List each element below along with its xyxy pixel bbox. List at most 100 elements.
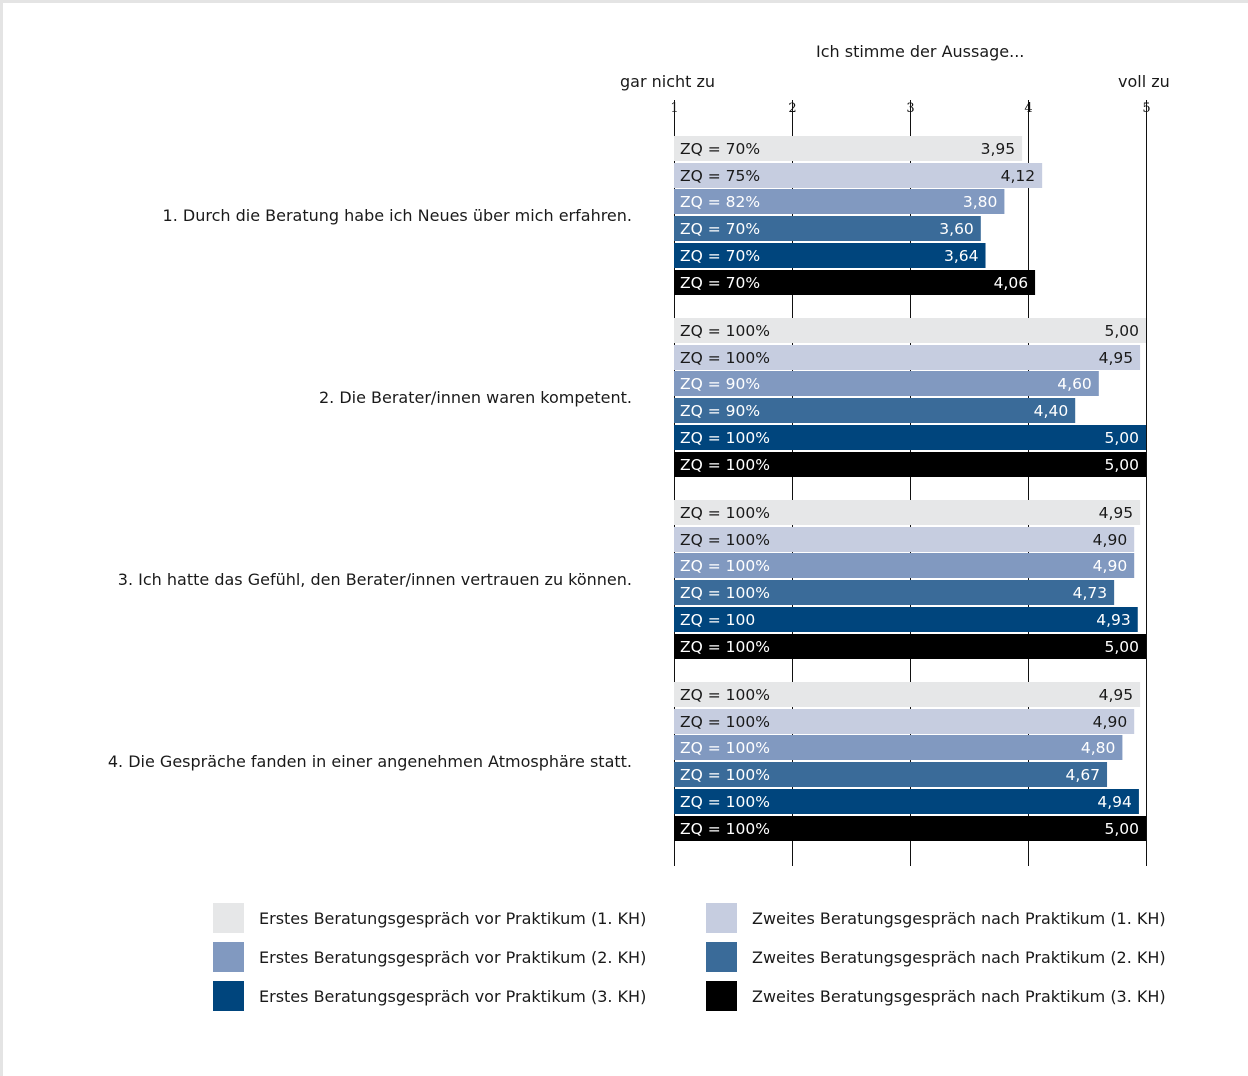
bar-q2-s5 (674, 425, 1146, 450)
bar-q3-s2 (674, 527, 1135, 552)
legend-item-2: Zweites Beratungsgespräch nach Praktikum… (706, 903, 1166, 933)
scale-title: Ich stimme der Aussage... (816, 42, 1025, 61)
x-tick-label-1: 1 (670, 101, 678, 116)
bar-q4-s5 (674, 789, 1139, 814)
zq-label-q2-s4: ZQ = 90% (680, 402, 760, 420)
zq-label-q2-s5: ZQ = 100% (680, 429, 770, 447)
legend-label: Zweites Beratungsgespräch nach Praktikum… (752, 908, 1166, 928)
value-label-q1-s2: 4,12 (1001, 167, 1036, 185)
zq-label-q4-s4: ZQ = 100% (680, 766, 770, 784)
x-tick-label-5: 5 (1142, 101, 1150, 116)
legend-item-4: Zweites Beratungsgespräch nach Praktikum… (706, 942, 1166, 972)
bar-q2-s2 (674, 345, 1141, 370)
bar-q1-s5 (674, 243, 986, 268)
value-label-q4-s3: 4,80 (1081, 739, 1116, 757)
bar-q4-s6 (674, 816, 1146, 841)
legend-swatch (706, 903, 737, 933)
bar-q3-s1 (674, 500, 1141, 525)
legend-swatch (213, 942, 244, 972)
legend-swatch (213, 981, 244, 1011)
bar-q1-s2 (674, 163, 1043, 188)
value-label-q3-s5: 4,93 (1096, 611, 1131, 629)
value-label-q1-s3: 3,80 (963, 193, 998, 211)
zq-label-q4-s2: ZQ = 100% (680, 713, 770, 731)
zq-label-q3-s1: ZQ = 100% (680, 504, 770, 522)
value-label-q2-s3: 4,60 (1057, 375, 1092, 393)
zq-label-q3-s3: ZQ = 100% (680, 557, 770, 575)
zq-label-q2-s6: ZQ = 100% (680, 456, 770, 474)
bar-q2-s1 (674, 318, 1146, 343)
zq-label-q1-s3: ZQ = 82% (680, 193, 760, 211)
bar-q1-s1 (674, 136, 1023, 161)
zq-label-q3-s6: ZQ = 100% (680, 638, 770, 656)
legend-label: Erstes Beratungsgespräch vor Praktikum (… (259, 908, 647, 928)
x-tick-label-4: 4 (1024, 101, 1032, 116)
zq-label-q4-s3: ZQ = 100% (680, 739, 770, 757)
category-label-1: 1. Durch die Beratung habe ich Neues übe… (163, 206, 632, 225)
zq-label-q4-s1: ZQ = 100% (680, 686, 770, 704)
value-label-q4-s4: 4,67 (1066, 766, 1101, 784)
zq-label-q4-s6: ZQ = 100% (680, 820, 770, 838)
bar-q2-s3 (674, 371, 1099, 396)
value-label-q2-s6: 5,00 (1104, 456, 1139, 474)
value-label-q2-s2: 4,95 (1099, 349, 1134, 367)
legend-swatch (213, 903, 244, 933)
zq-label-q1-s5: ZQ = 70% (680, 247, 760, 265)
zq-label-q3-s5: ZQ = 100 (680, 611, 755, 629)
bar-q4-s4 (674, 762, 1108, 787)
value-label-q1-s5: 3,64 (944, 247, 979, 265)
value-label-q4-s1: 4,95 (1099, 686, 1134, 704)
legend-label: Zweites Beratungsgespräch nach Praktikum… (752, 986, 1166, 1006)
zq-label-q4-s5: ZQ = 100% (680, 793, 770, 811)
legend-label: Zweites Beratungsgespräch nach Praktikum… (752, 947, 1166, 967)
value-label-q1-s4: 3,60 (939, 220, 974, 238)
legend-label: Erstes Beratungsgespräch vor Praktikum (… (259, 986, 647, 1006)
legend-swatch (706, 942, 737, 972)
value-label-q4-s2: 4,90 (1093, 713, 1128, 731)
value-label-q1-s1: 3,95 (981, 140, 1016, 158)
value-label-q3-s1: 4,95 (1099, 504, 1134, 522)
zq-label-q3-s2: ZQ = 100% (680, 531, 770, 549)
zq-label-q1-s2: ZQ = 75% (680, 167, 760, 185)
chart-legend: Erstes Beratungsgespräch vor Praktikum (… (213, 903, 1203, 1013)
scale-low-label: gar nicht zu (620, 72, 716, 91)
bar-q4-s2 (674, 709, 1135, 734)
legend-item-3: Erstes Beratungsgespräch vor Praktikum (… (213, 942, 646, 972)
value-label-q2-s1: 5,00 (1104, 322, 1139, 340)
bar-q1-s6 (674, 270, 1036, 295)
value-label-q3-s4: 4,73 (1073, 584, 1108, 602)
bar-q4-s1 (674, 682, 1141, 707)
bar-q3-s3 (674, 553, 1135, 578)
bar-q1-s3 (674, 189, 1005, 214)
value-label-q3-s2: 4,90 (1093, 531, 1128, 549)
value-label-q4-s6: 5,00 (1104, 820, 1139, 838)
zq-label-q2-s2: ZQ = 100% (680, 349, 770, 367)
value-label-q2-s4: 4,40 (1034, 402, 1069, 420)
bar-q3-s4 (674, 580, 1115, 605)
x-tick-label-3: 3 (906, 101, 914, 116)
zq-label-q3-s4: ZQ = 100% (680, 584, 770, 602)
category-label-2: 2. Die Berater/innen waren kompetent. (319, 388, 632, 407)
bar-q1-s4 (674, 216, 981, 241)
bar-q4-s3 (674, 735, 1123, 760)
value-label-q1-s6: 4,06 (994, 274, 1029, 292)
legend-label: Erstes Beratungsgespräch vor Praktikum (… (259, 947, 647, 967)
bar-q2-s6 (674, 452, 1146, 477)
category-label-4: 4. Die Gespräche fanden in einer angeneh… (108, 752, 632, 771)
zq-label-q1-s4: ZQ = 70% (680, 220, 760, 238)
value-label-q3-s3: 4,90 (1093, 557, 1128, 575)
x-tick-label-2: 2 (788, 101, 796, 116)
scale-high-label: voll zu (1118, 72, 1170, 91)
zq-label-q2-s1: ZQ = 100% (680, 322, 770, 340)
zq-label-q1-s6: ZQ = 70% (680, 274, 760, 292)
value-label-q2-s5: 5,00 (1104, 429, 1139, 447)
zq-label-q1-s1: ZQ = 70% (680, 140, 760, 158)
value-label-q4-s5: 4,94 (1097, 793, 1132, 811)
legend-item-1: Erstes Beratungsgespräch vor Praktikum (… (213, 903, 646, 933)
legend-item-5: Erstes Beratungsgespräch vor Praktikum (… (213, 981, 646, 1011)
zq-label-q2-s3: ZQ = 90% (680, 375, 760, 393)
bar-q3-s6 (674, 634, 1146, 659)
value-label-q3-s6: 5,00 (1104, 638, 1139, 656)
